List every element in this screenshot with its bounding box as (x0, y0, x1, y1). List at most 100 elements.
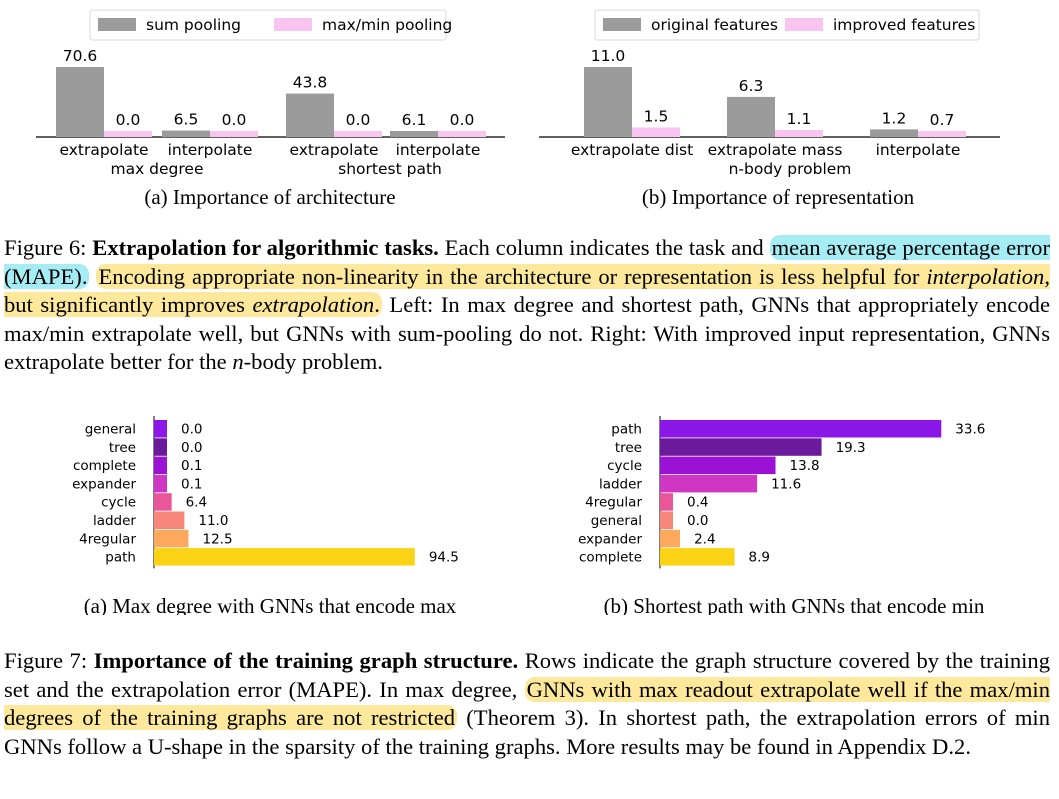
tick-label: extrapolate (289, 141, 378, 159)
group-label: n-body problem (729, 160, 852, 178)
bar (727, 96, 775, 137)
category-label: ladder (599, 476, 642, 492)
bar-min (334, 131, 382, 137)
bar (660, 456, 776, 475)
data-label: 0.7 (930, 111, 955, 129)
data-label: 6.4 (186, 495, 207, 511)
legend-label: sum pooling (146, 16, 241, 34)
category-label: path (611, 422, 642, 438)
legend-label: original features (651, 16, 778, 34)
bar (632, 127, 680, 137)
figure-7-text-2: (Theorem 3). In shortest path, the extra… (4, 705, 1050, 759)
data-label: 0.0 (450, 111, 475, 129)
subcaption: (b) Shortest path with GNNs that encode … (604, 594, 985, 615)
figure-6-text-2: Left: In max degree and shortest path, G… (4, 292, 1050, 375)
data-label: 43.8 (293, 74, 328, 92)
data-label: 0.0 (222, 111, 247, 129)
bar (660, 529, 681, 548)
category-label: general (591, 513, 642, 529)
figure-6-caption: Figure 6: Extrapolation for algorithmic … (4, 235, 1050, 375)
data-label: 0.4 (687, 495, 708, 511)
tick-label: interpolate (876, 141, 961, 159)
legend-box (89, 9, 447, 41)
bar (584, 67, 632, 137)
tick-label: extrapolate (59, 141, 148, 159)
tick-label: extrapolate dist (571, 141, 693, 159)
bar (162, 130, 210, 137)
category-label: general (85, 422, 136, 438)
bar (390, 130, 438, 137)
tick-label: interpolate (396, 141, 481, 159)
bar (286, 93, 334, 137)
data-label: 6.1 (402, 111, 427, 129)
bar-min (104, 131, 152, 137)
chart-max-degree: general 0.0 tree 0.0 complete 0.1 expander 0.1 c… (72, 416, 459, 615)
data-label: 19.3 (836, 440, 866, 456)
data-label: 11.0 (198, 513, 228, 529)
data-label: 94.5 (429, 550, 459, 566)
data-label: 0.0 (687, 513, 708, 529)
data-label: 33.6 (955, 422, 985, 438)
category-label: 4regular (585, 495, 642, 511)
subcaption: (b) Importance of representation (642, 185, 915, 209)
bar-min (154, 438, 167, 456)
category-label: 4regular (79, 531, 136, 547)
data-label: 70.6 (63, 47, 98, 65)
group-label: max degree (110, 160, 203, 178)
bar (660, 548, 735, 566)
data-label: 12.5 (203, 531, 233, 547)
category-label: path (105, 550, 136, 566)
figure-7-text-1: Rows indicate the graph structure covere… (4, 648, 1051, 702)
category-label: tree (109, 440, 136, 456)
data-label: 0.0 (181, 422, 202, 438)
bar-min (210, 131, 258, 137)
category-label: ladder (93, 513, 136, 529)
data-label: 13.8 (790, 458, 820, 474)
bar-min (154, 456, 167, 475)
data-label: 6.5 (174, 111, 199, 129)
category-label: tree (615, 440, 642, 456)
data-label: 0.0 (346, 111, 371, 129)
bar (660, 420, 942, 438)
figure-6-text-1: Each column indicates the task and (444, 235, 764, 260)
n-symbol: n (232, 349, 244, 375)
data-label: 2.4 (694, 531, 715, 547)
data-label: 0.1 (181, 476, 202, 492)
bar-min (154, 474, 167, 493)
category-label: cycle (607, 458, 642, 474)
bar (154, 493, 172, 511)
bar (154, 548, 415, 566)
data-label: 1.1 (787, 110, 812, 128)
category-label: cycle (101, 495, 136, 511)
data-label: 1.2 (882, 109, 907, 127)
figure-7-charts: general 0.0 tree 0.0 complete 0.1 expander 0.1 c… (72, 416, 985, 615)
subcaption: (a) Importance of architecture (144, 185, 395, 209)
tick-label: interpolate (168, 141, 253, 159)
legend-label: max/min pooling (322, 16, 452, 34)
figure-6-charts: sum pooling max/min pooling 70.6 0.0 extrapo… (36, 9, 1000, 209)
bar (154, 511, 185, 529)
bar (660, 474, 758, 493)
bar-min (154, 420, 167, 438)
bar (660, 438, 822, 456)
bar (775, 130, 823, 137)
bar-min (918, 131, 966, 137)
figure-7-title: Importance of the training graph structu… (93, 648, 519, 673)
legend-swatch (785, 18, 823, 31)
legend-swatch (98, 18, 136, 31)
bar-min (660, 493, 673, 511)
legend-label: improved features (833, 16, 975, 34)
figure-6-title: Extrapolation for algorithmic tasks. (92, 235, 439, 260)
subcaption: (a) Max degree with GNNs that encode max (84, 594, 457, 615)
data-label: 0.1 (181, 458, 202, 474)
legend-swatch (603, 18, 641, 31)
category-label: expander (72, 476, 136, 492)
bar (56, 67, 104, 137)
bar-min (660, 511, 673, 529)
figure-7-label: Figure 7: (4, 648, 88, 673)
category-label: expander (578, 531, 642, 547)
group-label: shortest path (338, 160, 442, 178)
bar-min (438, 131, 486, 137)
data-label: 0.0 (181, 440, 202, 456)
tick-label: extrapolate mass (708, 141, 843, 159)
